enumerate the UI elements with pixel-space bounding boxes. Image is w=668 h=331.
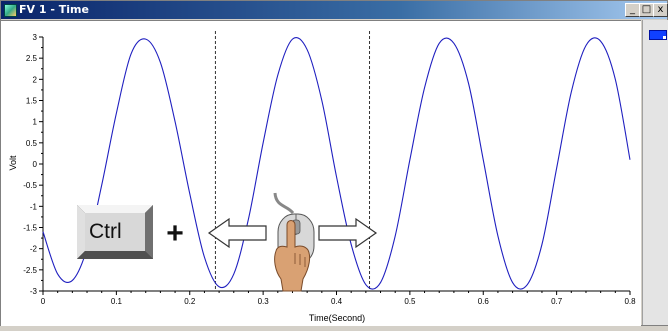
y-tick-label: -1.5: [23, 224, 37, 233]
plot-area[interactable]: 3 2.5 2 1.5 1 0.5 0 -0.5 -1 -1.5 -2 -2.5 -3 0 0.1 0.2 0.…: [1, 20, 641, 326]
x-tick-label: 0.2: [184, 297, 196, 306]
arrow-left-icon: [207, 217, 267, 249]
y-tick-label: 0.5: [26, 139, 38, 148]
minimize-button[interactable]: _: [625, 3, 640, 17]
x-tick-label: 0.1: [111, 297, 123, 306]
x-tick-label: 0.3: [258, 297, 270, 306]
y-tick-label: 2.5: [26, 54, 38, 63]
window-title: FV 1 - Time: [19, 3, 89, 16]
y-tick-label: 2: [33, 75, 38, 84]
y-tick-label: -2: [30, 245, 38, 254]
x-tick-label: 0.4: [331, 297, 343, 306]
y-tick-label: 0: [33, 160, 38, 169]
y-tick-label: 1: [33, 118, 38, 127]
x-axis-label: Time(Second): [309, 313, 365, 323]
arrow-right-icon: [318, 217, 378, 249]
x-tick-label: 0.6: [478, 297, 490, 306]
x-tick-label: 0.5: [404, 297, 416, 306]
x-tick-label: 0: [41, 297, 46, 306]
ctrl-key: Ctrl: [77, 205, 153, 259]
mouse-wheel-hand-icon: [273, 192, 315, 292]
plus-sign: +: [166, 217, 184, 250]
time-chart[interactable]: 32.521.510.50-0.5-1-1.5-2-2.5-30 0.1 0.2 0.…: [1, 21, 641, 326]
y-tick-label: -1: [30, 202, 38, 211]
app-icon: [4, 4, 17, 17]
y-axis-label: Volt: [8, 155, 18, 171]
title-bar[interactable]: FV 1 - Time _ □ x: [1, 1, 668, 19]
close-button[interactable]: x: [653, 3, 668, 17]
y-tick-label: -2.5: [23, 266, 37, 275]
x-tick-label: 0.8: [624, 297, 636, 306]
x-tick-label: 0.7: [551, 297, 563, 306]
channel-marker[interactable]: [649, 30, 667, 40]
channel-marker-dot: [663, 36, 666, 39]
side-panel: [642, 20, 668, 325]
y-tick-label: 1.5: [26, 97, 38, 106]
y-tick-label: -3: [30, 287, 38, 296]
y-tick-label: -0.5: [23, 181, 37, 190]
maximize-button[interactable]: □: [639, 3, 654, 17]
ctrl-key-label: Ctrl: [89, 220, 122, 243]
y-tick-label: 3: [33, 33, 38, 42]
series-line: [42, 37, 631, 290]
